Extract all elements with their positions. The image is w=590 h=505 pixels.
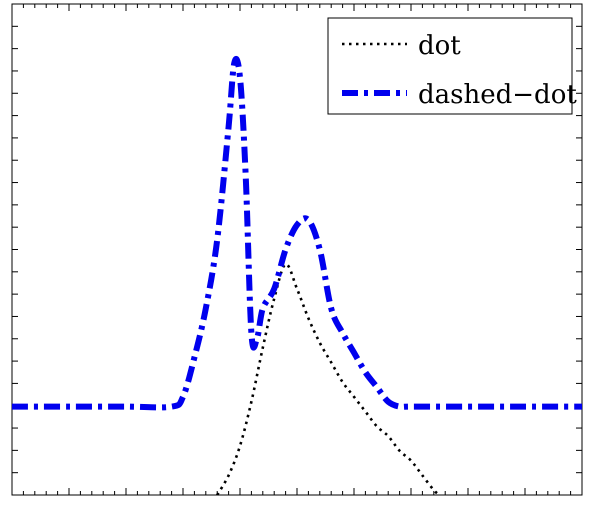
legend-label-dot: dot [418, 31, 461, 61]
legend-box [327, 17, 573, 115]
axis-ticks [11, 3, 583, 496]
series-line-dotted [216, 262, 441, 497]
legend: dot dashed−dot [327, 17, 577, 115]
legend-label-dashed-dot: dashed−dot [418, 80, 577, 110]
series-line-dashdot [12, 55, 583, 411]
series-layer [12, 55, 583, 497]
